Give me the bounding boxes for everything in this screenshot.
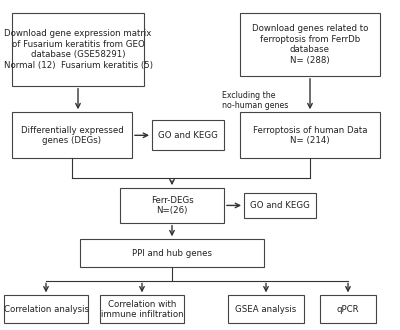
Text: Download gene expression matrix
of Fusarium keratitis from GEO
database (GSE5829: Download gene expression matrix of Fusar… [4,29,152,70]
Text: PPI and hub genes: PPI and hub genes [132,249,212,258]
FancyBboxPatch shape [4,295,88,323]
Text: Ferr-DEGs
N=(26): Ferr-DEGs N=(26) [151,196,193,215]
FancyBboxPatch shape [12,112,132,158]
Text: Correlation analysis: Correlation analysis [4,305,88,314]
FancyBboxPatch shape [240,13,380,76]
FancyBboxPatch shape [100,295,184,323]
Text: Download genes related to
ferroptosis from FerrDb
database
N= (288): Download genes related to ferroptosis fr… [252,24,368,65]
FancyBboxPatch shape [228,295,304,323]
Text: GO and KEGG: GO and KEGG [250,201,310,210]
FancyBboxPatch shape [120,188,224,223]
FancyBboxPatch shape [152,120,224,150]
Text: Ferroptosis of human Data
N= (214): Ferroptosis of human Data N= (214) [253,126,367,145]
Text: GO and KEGG: GO and KEGG [158,131,218,140]
Text: Differentially expressed
genes (DEGs): Differentially expressed genes (DEGs) [21,126,123,145]
Text: Excluding the
no-human genes: Excluding the no-human genes [222,91,288,110]
Text: qPCR: qPCR [337,305,359,314]
FancyBboxPatch shape [12,13,144,86]
FancyBboxPatch shape [320,295,376,323]
Text: GSEA analysis: GSEA analysis [235,305,297,314]
FancyBboxPatch shape [240,112,380,158]
Text: Correlation with
immune infiltration: Correlation with immune infiltration [101,300,183,319]
FancyBboxPatch shape [244,193,316,218]
FancyBboxPatch shape [80,239,264,267]
